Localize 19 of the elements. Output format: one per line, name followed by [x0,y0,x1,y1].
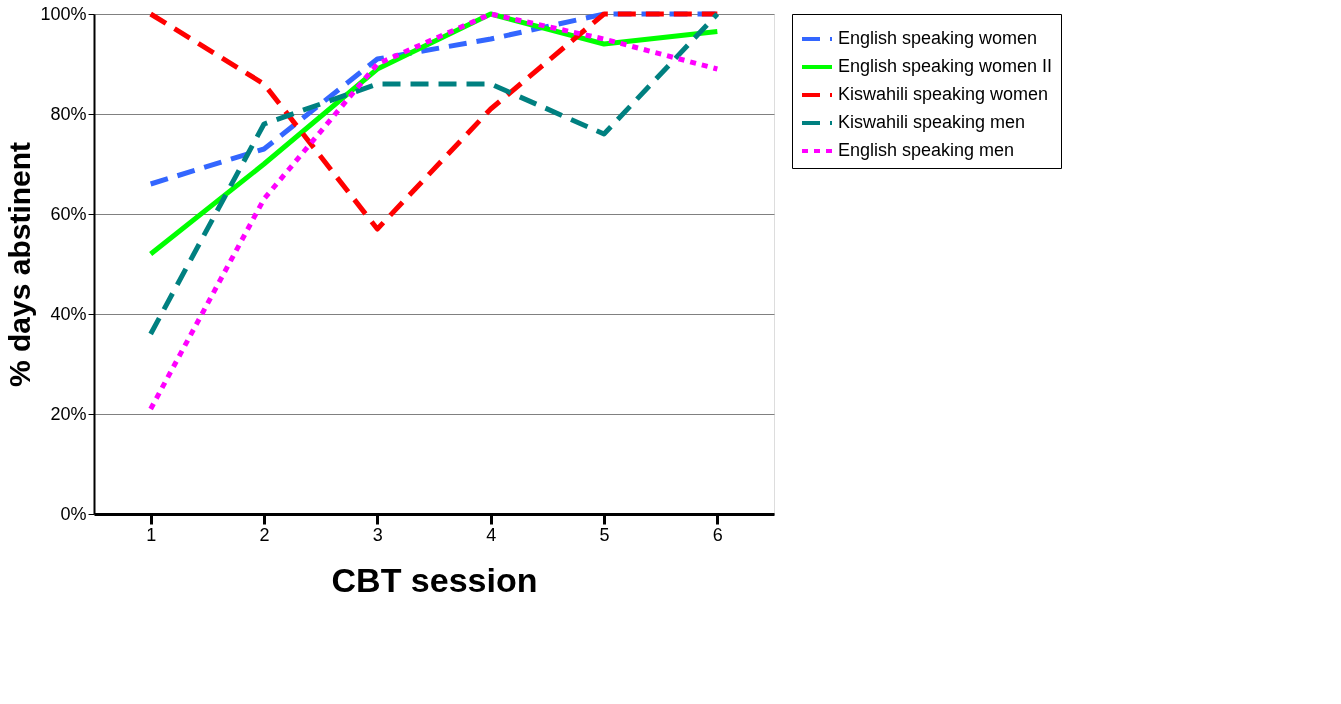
y-tick-label: 0% [60,503,87,524]
y-tick-label: 60% [50,203,87,224]
x-tick-label: 1 [146,524,157,545]
y-tick-label: 40% [50,303,87,324]
legend-label: English speaking women II [838,56,1053,76]
x-tick-label: 4 [486,524,497,545]
legend-label: English speaking men [838,140,1015,160]
y-axis-title: % days abstinent [3,141,37,388]
legend-label: Kiswahili speaking women [838,84,1049,104]
legend-label: Kiswahili speaking men [838,112,1026,132]
y-tick-label: 20% [50,403,87,424]
x-axis-title: CBT session [331,560,538,599]
x-tick-label: 5 [599,524,610,545]
x-tick-label: 3 [372,524,383,545]
x-tick-label: 2 [259,524,270,545]
y-tick-label: 80% [50,103,87,124]
y-tick-label: 100% [40,3,87,24]
x-tick-label: 6 [712,524,723,545]
legend-label: English speaking women [838,28,1038,48]
